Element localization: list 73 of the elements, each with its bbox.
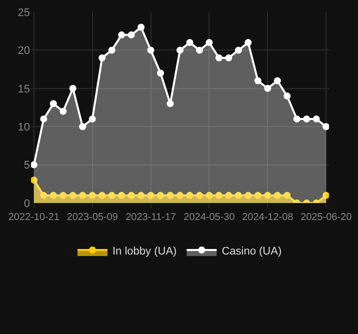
point — [69, 84, 76, 92]
point — [50, 100, 57, 108]
point — [206, 192, 213, 199]
point — [60, 108, 67, 115]
point — [40, 192, 48, 199]
point — [264, 84, 272, 92]
point — [166, 100, 174, 108]
point — [31, 176, 38, 184]
point — [284, 92, 291, 100]
point — [50, 192, 57, 199]
point — [176, 192, 184, 199]
point — [176, 46, 184, 54]
point — [128, 192, 135, 199]
point — [108, 46, 116, 54]
point — [312, 115, 320, 122]
point — [40, 115, 48, 122]
point — [234, 46, 242, 54]
point — [157, 192, 164, 199]
point — [322, 192, 329, 199]
point — [166, 192, 174, 199]
point — [69, 192, 76, 199]
y-tick-label: 25 — [18, 6, 30, 19]
point — [254, 192, 262, 199]
point — [98, 54, 106, 62]
point — [108, 192, 116, 199]
point — [215, 192, 222, 199]
y-tick-label: 5 — [24, 160, 30, 172]
legend-label: In lobby (UA) — [112, 245, 177, 258]
point — [118, 31, 126, 38]
x-tick-label: 2024-12-08 — [242, 212, 294, 223]
point — [147, 46, 154, 54]
point — [234, 192, 242, 199]
point — [88, 115, 96, 122]
x-tick-label: 2022-10-21 — [8, 212, 60, 223]
point — [196, 192, 203, 199]
point — [303, 115, 310, 122]
point — [118, 192, 126, 199]
point — [147, 192, 154, 199]
x-tick-label: 2024-05-30 — [184, 212, 236, 223]
point — [284, 192, 291, 199]
point — [79, 123, 86, 130]
x-tick-label: 2023-05-09 — [66, 212, 118, 223]
x-tick-label: 2023-11-17 — [126, 212, 176, 223]
point — [274, 77, 281, 84]
point — [322, 123, 329, 130]
point — [206, 39, 213, 46]
point — [274, 192, 281, 199]
point — [88, 192, 96, 199]
point — [31, 161, 38, 168]
point — [225, 192, 232, 199]
y-tick-label: 20 — [18, 45, 30, 58]
legend-label: Casino (UA) — [222, 245, 282, 258]
point — [79, 192, 86, 199]
x-tick-label: 2025-06-20 — [300, 212, 352, 223]
y-tick-label: 0 — [24, 198, 30, 210]
point — [186, 192, 194, 199]
point — [128, 31, 135, 38]
y-tick-label: 15 — [18, 83, 30, 96]
point — [215, 54, 222, 62]
point — [225, 54, 232, 62]
point — [157, 70, 164, 77]
point — [254, 77, 262, 84]
point — [138, 192, 145, 199]
point — [196, 46, 203, 54]
y-tick-label: 10 — [18, 121, 30, 134]
point — [60, 192, 67, 199]
point — [244, 192, 252, 199]
point — [98, 192, 106, 199]
point — [138, 24, 145, 31]
point — [293, 115, 300, 122]
point — [186, 39, 194, 46]
point — [264, 192, 272, 199]
point — [244, 39, 252, 46]
